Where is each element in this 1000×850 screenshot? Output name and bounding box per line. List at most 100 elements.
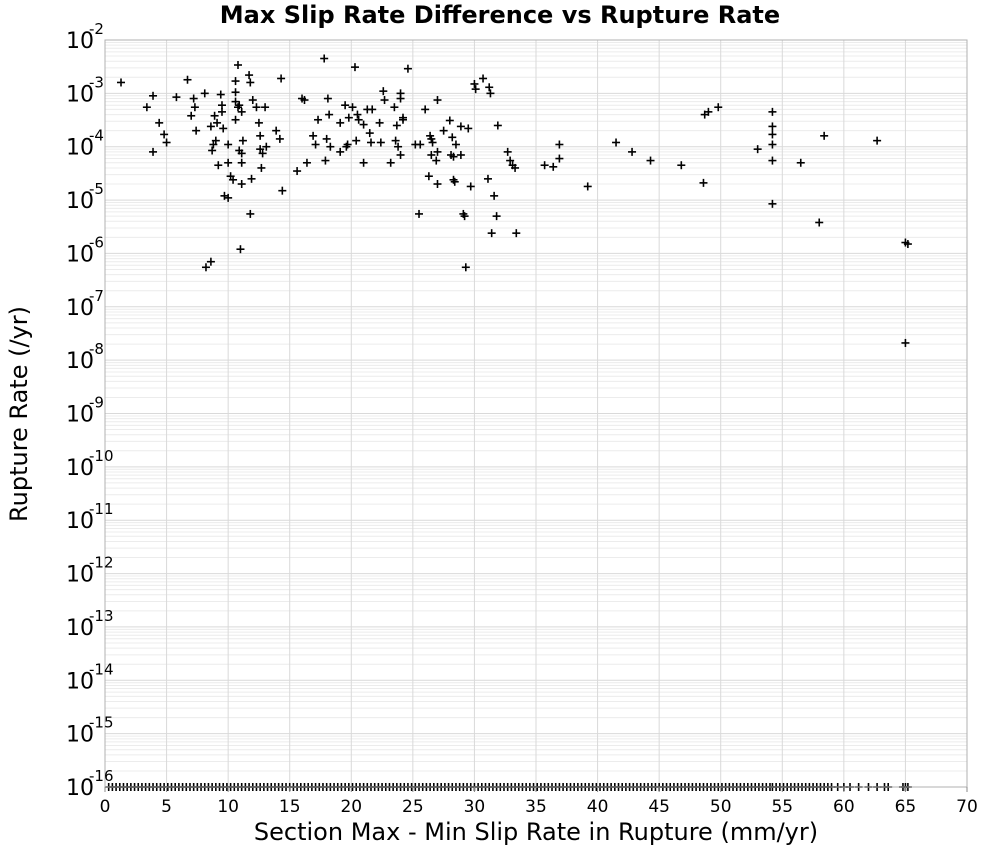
data-point: [487, 229, 496, 238]
data-point: [427, 150, 436, 159]
data-point: [257, 163, 266, 172]
data-point: [322, 134, 331, 143]
x-tick-label: 25: [402, 797, 424, 817]
data-point: [428, 138, 437, 147]
data-point: [365, 129, 374, 138]
data-point: [248, 96, 257, 105]
data-point: [206, 122, 215, 131]
data-point: [461, 263, 470, 272]
data-point: [224, 140, 233, 149]
data-point: [162, 138, 171, 147]
data-point: [325, 110, 334, 119]
x-tick-label: 15: [279, 797, 301, 817]
data-point: [245, 71, 254, 80]
data-point: [336, 147, 345, 156]
x-tick-label: 10: [217, 797, 239, 817]
y-tick-label: 10-16: [66, 767, 114, 801]
data-point: [321, 156, 330, 165]
data-point: [211, 136, 220, 145]
data-point: [427, 134, 436, 143]
data-point: [189, 94, 198, 103]
data-point: [368, 105, 377, 114]
y-tick-exponent: -15: [89, 714, 114, 732]
y-tick-base: 10: [66, 136, 94, 161]
x-axis-ticks: 0 5 10 15 20 25 30 35 40 45 50 55 60 65 70: [100, 787, 978, 817]
data-point: [451, 140, 460, 149]
data-point: [183, 75, 192, 84]
y-axis-ticks: 10-210-310-410-510-610-710-810-910-1010-…: [66, 20, 114, 801]
x-tick-label: 70: [956, 797, 978, 817]
data-point: [224, 193, 233, 202]
y-tick-exponent: -11: [89, 500, 114, 518]
data-point: [246, 78, 255, 87]
data-point: [376, 138, 385, 147]
y-tick-exponent: -2: [89, 20, 104, 38]
chart-title: Max Slip Rate Difference vs Rupture Rate: [220, 1, 780, 29]
data-point: [237, 149, 246, 158]
data-point: [796, 158, 805, 167]
data-point: [231, 77, 240, 86]
y-tick-exponent: -10: [89, 447, 114, 465]
data-point: [272, 126, 281, 135]
data-point: [343, 140, 352, 149]
data-point: [768, 130, 777, 139]
y-tick-exponent: -7: [89, 287, 104, 305]
data-point: [380, 96, 389, 105]
y-tick-exponent: -14: [89, 660, 114, 678]
data-point: [252, 103, 261, 112]
y-tick-exponent: -9: [89, 394, 104, 412]
y-tick-base: 10: [66, 669, 94, 694]
data-point: [350, 63, 359, 72]
y-tick-base: 10: [66, 296, 94, 321]
data-point: [190, 103, 199, 112]
data-point: [311, 140, 320, 149]
data-point: [256, 145, 265, 154]
x-axis-label: Section Max - Min Slip Rate in Rupture (…: [254, 818, 818, 846]
data-point: [217, 107, 226, 116]
data-point: [485, 83, 494, 92]
data-point: [466, 182, 475, 191]
data-point: [247, 174, 256, 183]
data-point: [768, 140, 777, 149]
x-tick-label: 35: [525, 797, 547, 817]
data-point: [237, 180, 246, 189]
data-point: [246, 209, 255, 218]
y-tick-label: 10-5: [66, 180, 104, 214]
data-point: [231, 97, 240, 106]
data-point: [214, 161, 223, 170]
data-point: [555, 154, 564, 163]
y-tick-label: 10-14: [66, 660, 114, 694]
data-point: [768, 122, 777, 131]
data-point: [210, 111, 219, 120]
x-tick-label: 5: [161, 797, 172, 817]
y-tick-base: 10: [66, 616, 94, 641]
data-point: [479, 74, 488, 83]
data-point: [213, 118, 222, 127]
data-point: [424, 172, 433, 181]
data-point: [359, 120, 368, 129]
data-point: [873, 136, 882, 145]
data-point: [403, 64, 412, 73]
data-point: [149, 91, 158, 100]
y-tick-base: 10: [66, 29, 94, 54]
data-point: [233, 60, 242, 69]
y-tick-base: 10: [66, 509, 94, 534]
y-tick-exponent: -6: [89, 233, 104, 251]
y-tick-base: 10: [66, 723, 94, 748]
data-point: [396, 150, 405, 159]
data-point: [149, 147, 158, 156]
data-point: [142, 103, 151, 112]
data-point: [117, 78, 126, 87]
y-tick-label: 10-4: [66, 127, 104, 161]
data-point: [768, 156, 777, 165]
data-point: [392, 121, 401, 130]
x-tick-label: 60: [833, 797, 855, 817]
data-point: [449, 152, 458, 161]
x-tick-label: 30: [464, 797, 486, 817]
data-point: [432, 156, 441, 165]
y-tick-exponent: -16: [89, 767, 114, 785]
data-point: [396, 94, 405, 103]
data-point: [258, 149, 267, 158]
data-point: [492, 212, 501, 221]
data-point: [275, 134, 284, 143]
